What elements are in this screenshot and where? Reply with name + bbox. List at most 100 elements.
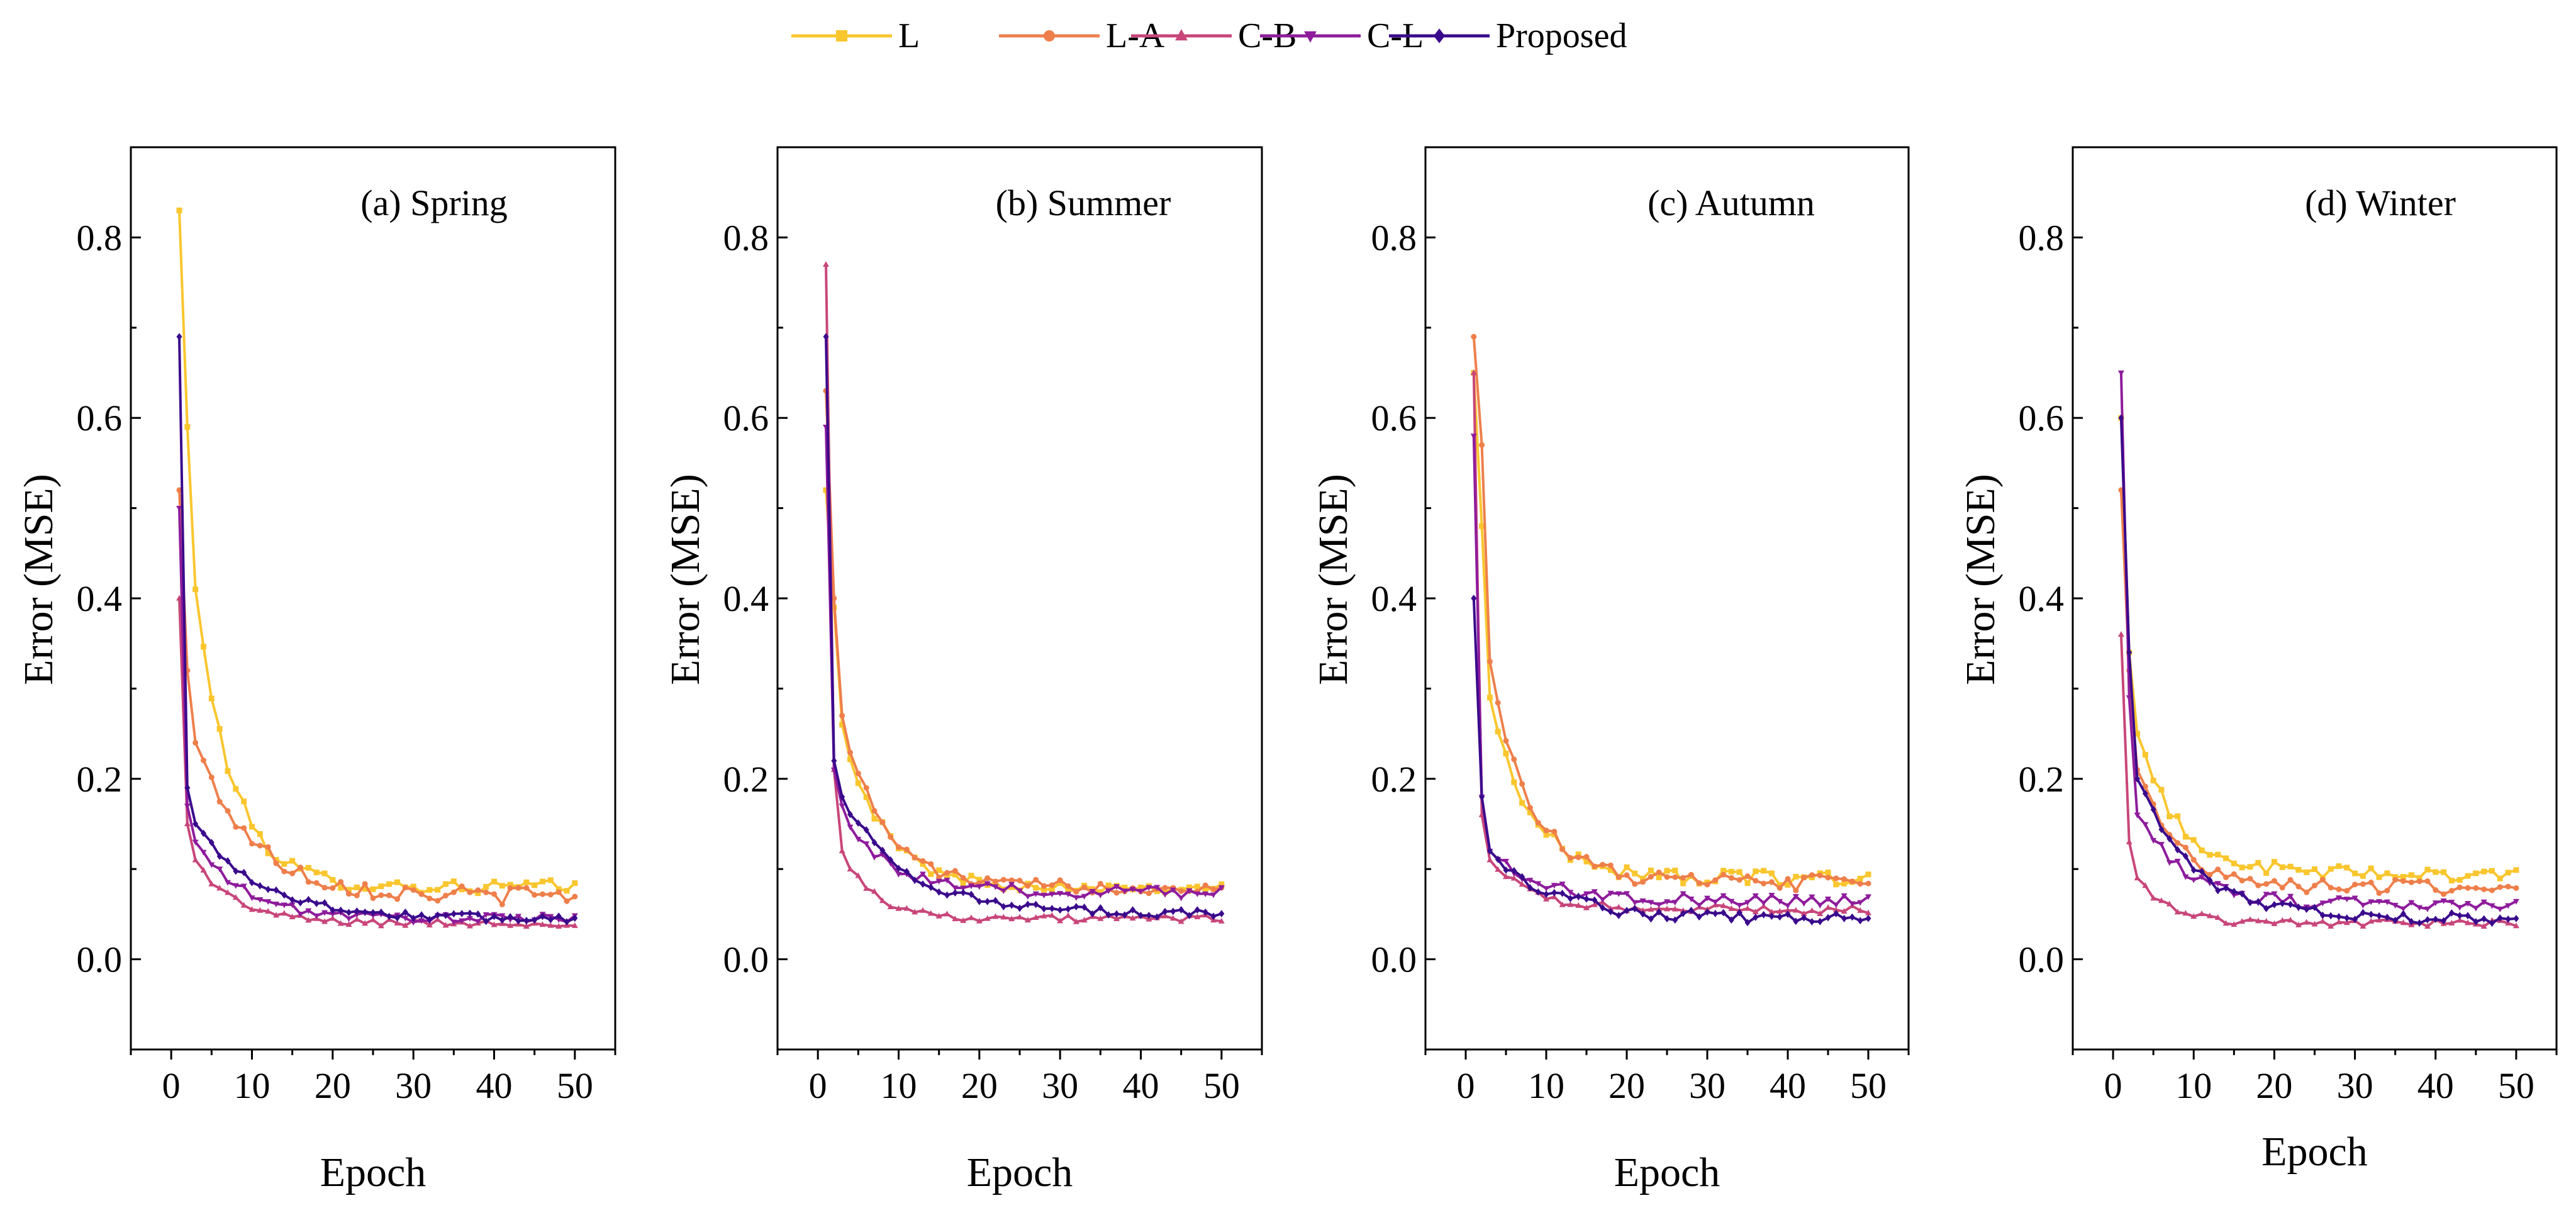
data-point xyxy=(2142,882,2149,888)
data-point xyxy=(1486,658,1493,664)
data-point xyxy=(1073,895,1079,901)
data-point xyxy=(984,898,991,905)
data-point xyxy=(2231,892,2238,898)
data-point xyxy=(2214,881,2221,887)
data-point xyxy=(1664,874,1670,880)
data-point xyxy=(1583,904,1590,910)
data-point xyxy=(1081,893,1088,900)
data-point xyxy=(2295,921,2302,927)
data-point xyxy=(1728,905,1735,911)
data-point xyxy=(1785,876,1791,882)
data-point xyxy=(2480,923,2487,929)
data-point xyxy=(184,424,191,430)
data-point xyxy=(281,902,287,909)
series-line xyxy=(825,391,1222,895)
data-point xyxy=(1736,876,1742,883)
data-point xyxy=(993,878,998,885)
y-axis-label: Error (MSE) xyxy=(16,474,62,685)
data-point xyxy=(2247,864,2253,870)
data-point xyxy=(928,861,934,867)
data-point xyxy=(1519,881,1525,887)
data-point xyxy=(2343,897,2350,903)
data-point xyxy=(1793,873,1799,880)
data-point xyxy=(968,890,974,898)
data-point xyxy=(1664,868,1670,874)
data-point xyxy=(2473,885,2479,891)
series-c-b xyxy=(1470,369,1871,916)
data-point xyxy=(257,881,263,890)
data-point xyxy=(1169,887,1176,893)
data-point xyxy=(1146,890,1152,897)
data-point xyxy=(354,892,360,898)
data-point xyxy=(1178,888,1185,894)
data-point xyxy=(2279,885,2285,891)
data-point xyxy=(2279,917,2286,923)
data-point xyxy=(1656,875,1662,881)
data-point xyxy=(233,867,239,875)
series-line xyxy=(1472,598,1869,924)
data-point xyxy=(1624,872,1630,878)
data-point xyxy=(863,841,870,848)
data-point xyxy=(1656,869,1662,875)
data-point xyxy=(2190,913,2197,919)
data-point xyxy=(2424,915,2431,924)
data-point xyxy=(2512,898,2519,905)
data-point xyxy=(289,896,296,904)
data-point xyxy=(564,888,570,894)
data-point xyxy=(2368,865,2374,871)
data-point xyxy=(208,880,215,887)
y-tick-label: 0.8 xyxy=(2019,217,2065,258)
data-point xyxy=(410,920,417,926)
data-point xyxy=(1129,887,1136,893)
data-point xyxy=(297,911,304,917)
data-point xyxy=(895,871,902,878)
series-c-b xyxy=(176,595,578,929)
data-point xyxy=(2271,920,2278,926)
series-proposed xyxy=(1471,595,1871,927)
data-point xyxy=(1194,914,1201,920)
data-point xyxy=(1760,900,1767,907)
data-point xyxy=(2214,914,2221,921)
series-c-l xyxy=(823,424,1225,902)
data-point xyxy=(515,885,521,891)
data-point xyxy=(1865,909,1871,915)
data-point xyxy=(1785,910,1791,918)
data-point xyxy=(370,886,376,892)
data-point xyxy=(1122,911,1128,919)
data-point xyxy=(2126,838,2133,844)
data-point xyxy=(1535,820,1541,826)
data-point xyxy=(1753,878,1759,884)
data-point xyxy=(1728,916,1734,924)
data-point xyxy=(482,912,489,918)
data-point xyxy=(249,878,255,887)
data-point xyxy=(2215,866,2221,873)
data-point xyxy=(2368,910,2374,919)
data-point xyxy=(2328,912,2334,920)
data-point xyxy=(1567,901,1574,907)
y-axis-label: Error (MSE) xyxy=(662,474,708,685)
data-point xyxy=(1752,893,1759,899)
data-point xyxy=(1025,900,1031,909)
data-point xyxy=(1615,912,1622,919)
data-point xyxy=(321,899,328,907)
y-tick-label: 0.0 xyxy=(77,939,123,980)
data-point xyxy=(1600,861,1606,868)
data-point xyxy=(2400,906,2407,912)
data-point xyxy=(377,922,384,929)
x-tick-label: 50 xyxy=(1850,1065,1887,1106)
series-proposed xyxy=(176,333,578,926)
data-point xyxy=(2441,891,2447,897)
data-point xyxy=(1809,907,1815,914)
data-point xyxy=(240,902,247,908)
data-point xyxy=(378,892,384,898)
data-point xyxy=(2352,915,2358,923)
data-point xyxy=(273,912,279,918)
data-point xyxy=(1162,907,1168,915)
y-axis-label: Error (MSE) xyxy=(1310,474,1356,685)
data-point xyxy=(555,889,562,895)
data-point xyxy=(2481,915,2487,923)
data-point xyxy=(305,908,312,914)
series-line xyxy=(178,490,576,906)
data-point xyxy=(2456,905,2463,911)
data-point xyxy=(192,586,199,593)
